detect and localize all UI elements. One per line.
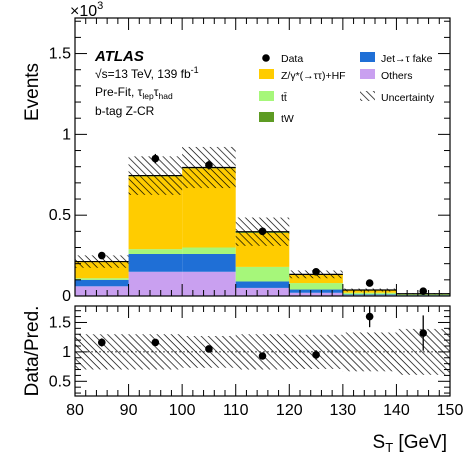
legend-jetfake-label: Jet→τ fake bbox=[381, 53, 433, 65]
ratio-panel: 0.5 1 1.5 80 90 100 110 120 130 140 150 bbox=[49, 305, 463, 419]
ratio-points bbox=[97, 306, 428, 360]
ratio-plot-frame bbox=[74, 305, 451, 397]
ratio-point bbox=[365, 312, 374, 321]
data-points bbox=[97, 153, 428, 295]
bar-segment bbox=[235, 287, 290, 296]
legend-uncertainty-swatch bbox=[360, 91, 375, 101]
bar-segment bbox=[342, 294, 397, 296]
ratio-point bbox=[312, 351, 320, 359]
y-tick-label: 1 bbox=[62, 126, 71, 143]
x-tick-label: 110 bbox=[223, 402, 249, 419]
legend-ttbar-swatch bbox=[259, 91, 274, 101]
legend-data-label: Data bbox=[281, 53, 303, 65]
legend-others-label: Others bbox=[381, 70, 413, 82]
bar-segment bbox=[289, 289, 343, 293]
data-point bbox=[312, 267, 320, 276]
region-label: b-tag Z-CR bbox=[95, 104, 155, 118]
legend-ztautau-swatch bbox=[259, 69, 274, 79]
y-tick-label: 0 bbox=[62, 288, 71, 305]
data-point bbox=[205, 161, 213, 169]
x-tick-label: 100 bbox=[169, 402, 196, 419]
y-tick-label: 0.5 bbox=[49, 207, 71, 224]
x-tick-label: 140 bbox=[383, 402, 410, 419]
legend: Data Jet→τ fake Z/γ*(→ττ)+HF Others tt̄ … bbox=[259, 52, 435, 125]
bar-segment bbox=[289, 274, 343, 284]
legend-others-swatch bbox=[360, 69, 375, 79]
bar-segment bbox=[289, 283, 343, 290]
bar-segment bbox=[75, 286, 129, 296]
y-axis-label-ratio: Data/Pred. bbox=[22, 306, 43, 397]
bar-segment bbox=[235, 281, 290, 288]
x-tick-label: 130 bbox=[330, 402, 357, 419]
bar-segment bbox=[182, 271, 236, 296]
bar-segment bbox=[128, 249, 183, 254]
top-y-ticks: 0 0.5 1 1.5 bbox=[49, 20, 450, 305]
ratio-y-tick-label: 1.5 bbox=[49, 314, 71, 331]
ratio-y-ticks: 0.5 1 1.5 bbox=[49, 310, 450, 394]
y-tick-label: 1.5 bbox=[49, 46, 71, 63]
atlas-label: ATLAS bbox=[94, 48, 144, 65]
x-axis-label: ST [GeV] bbox=[373, 432, 448, 455]
ratio-point bbox=[151, 338, 160, 347]
bar-segment bbox=[182, 253, 236, 272]
bar-segment bbox=[235, 266, 290, 282]
ratio-y-tick-label: 0.5 bbox=[49, 373, 71, 390]
top-plot-frame bbox=[74, 17, 451, 297]
x-tick-label: 120 bbox=[276, 402, 303, 419]
ratio-y-tick-label: 1 bbox=[62, 344, 71, 361]
top-panel: 0 0.5 1 1.5 bbox=[49, 17, 451, 305]
data-point bbox=[97, 251, 106, 260]
bar-segment bbox=[289, 292, 343, 296]
y-multiplier: ×103 bbox=[70, 0, 103, 20]
legend-ttbar-label: tt̄ bbox=[281, 92, 287, 104]
legend-jetfake-swatch bbox=[360, 52, 375, 62]
x-tick-label: 90 bbox=[120, 402, 138, 419]
ratio-x-ticks: 80 90 100 110 120 130 140 150 bbox=[66, 306, 463, 419]
legend-data-marker bbox=[262, 54, 270, 62]
data-point bbox=[419, 287, 428, 295]
top-x-ticks bbox=[74, 18, 451, 296]
energy-lumi-label: √s=13 TeV, 139 fb-1 bbox=[95, 65, 199, 81]
legend-ztautau-label: Z/γ*(→ττ)+HF bbox=[281, 70, 346, 82]
legend-tw-swatch bbox=[259, 112, 274, 122]
ratio-point bbox=[205, 345, 213, 353]
ratio-point bbox=[97, 338, 106, 347]
legend-tw-label: tW bbox=[281, 113, 294, 125]
bar-segment bbox=[75, 278, 129, 280]
data-point bbox=[151, 154, 160, 163]
data-point bbox=[258, 227, 267, 236]
x-tick-label: 150 bbox=[437, 402, 464, 419]
ratio-point bbox=[419, 329, 428, 337]
channel-label: Pre-Fit, τlepτhad bbox=[95, 85, 173, 101]
bar-segment bbox=[182, 247, 236, 254]
x-tick-label: 80 bbox=[66, 402, 84, 419]
bar-segment bbox=[75, 279, 129, 287]
bar-segment bbox=[342, 292, 397, 295]
bar-segment bbox=[342, 290, 397, 293]
legend-uncertainty-label: Uncertainty bbox=[381, 92, 435, 104]
y-axis-label-top: Events bbox=[22, 63, 43, 121]
bar-segment bbox=[128, 271, 183, 296]
data-point bbox=[365, 279, 374, 287]
bar-segment bbox=[128, 253, 183, 272]
stacked-bars bbox=[75, 167, 450, 296]
ratio-point bbox=[258, 352, 267, 360]
